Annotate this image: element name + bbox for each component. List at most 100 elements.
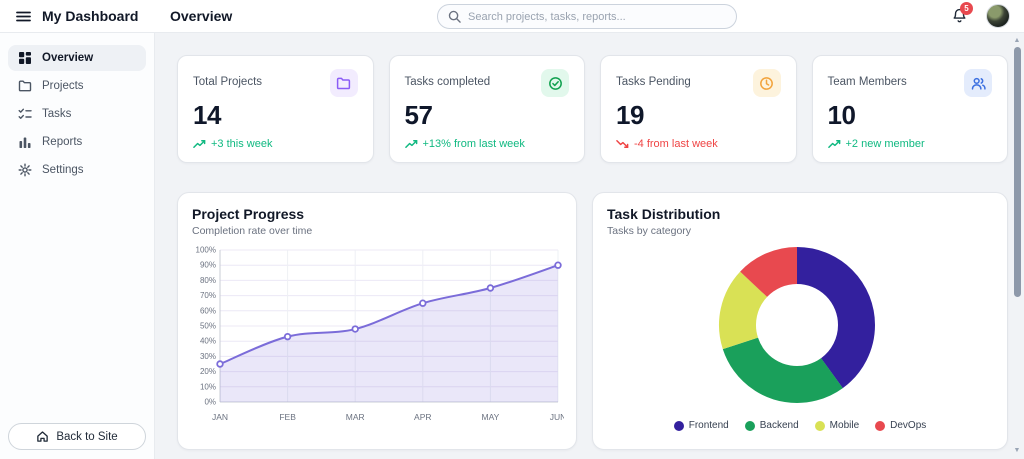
svg-text:JAN: JAN	[212, 412, 228, 422]
donut-chart	[719, 246, 875, 403]
menu-icon[interactable]	[15, 8, 32, 25]
stat-value: 19	[616, 100, 644, 130]
dashboard-grid-icon	[19, 52, 31, 64]
trend-down-icon	[616, 140, 629, 148]
project-progress-card: Project Progress Completion rate over ti…	[177, 192, 577, 450]
svg-text:50%: 50%	[200, 322, 216, 331]
trend-up-icon	[404, 140, 417, 148]
chart-title: Task Distribution	[607, 206, 721, 222]
svg-text:70%: 70%	[200, 291, 216, 300]
sidebar-item-projects[interactable]: Projects	[8, 73, 146, 99]
legend-label: Mobile	[829, 420, 860, 431]
legend-dot	[814, 420, 825, 431]
sidebar-item-overview[interactable]: Overview	[8, 45, 146, 71]
gear-icon	[18, 163, 32, 177]
legend-item-devops: DevOps	[875, 420, 926, 431]
main-content: Total Projects 14 +3 this week Tasks com…	[155, 33, 1024, 459]
trend-up-icon	[827, 140, 840, 148]
stat-label: Tasks completed	[404, 76, 491, 88]
stat-trend-label: +3 this week	[211, 138, 273, 150]
home-icon	[37, 431, 49, 442]
scroll-down-arrow[interactable]: ▼	[1013, 447, 1021, 454]
stat-trend: +2 new member	[827, 138, 993, 150]
stat-trend: +13% from last week	[404, 138, 570, 150]
scroll-up-arrow[interactable]: ▲	[1013, 37, 1021, 44]
svg-text:MAR: MAR	[346, 412, 365, 422]
charts-row: Project Progress Completion rate over ti…	[177, 192, 1008, 450]
stat-value: 57	[404, 100, 433, 130]
stat-trend-label: -4 from last week	[634, 138, 718, 150]
sidebar-item-tasks[interactable]: Tasks	[8, 101, 146, 127]
sidebar: Overview Projects Tasks Reports Settings…	[0, 33, 155, 459]
legend-item-mobile: Mobile	[814, 420, 860, 431]
svg-text:10%: 10%	[200, 382, 216, 391]
stats-row: Total Projects 14 +3 this week Tasks com…	[177, 55, 1008, 163]
back-to-site-label: Back to Site	[56, 430, 118, 443]
bar-chart-icon	[19, 137, 31, 148]
chart-subtitle: Tasks by category	[607, 225, 692, 237]
chart-title: Project Progress	[192, 206, 305, 222]
svg-text:60%: 60%	[200, 306, 216, 315]
stat-value: 10	[827, 100, 856, 130]
legend-dot	[673, 420, 684, 431]
page-title: Overview	[170, 8, 233, 24]
users-icon	[964, 69, 992, 97]
sidebar-item-label: Tasks	[42, 108, 72, 120]
back-to-site-button[interactable]: Back to Site	[8, 423, 146, 450]
stat-card-tasks-completed: Tasks completed 57 +13% from last week	[388, 55, 585, 163]
sidebar-item-label: Reports	[42, 136, 83, 148]
svg-text:80%: 80%	[200, 276, 216, 285]
legend-dot	[875, 420, 886, 431]
line-chart: 0% 10% 20% 30% 40% 50% 60% 70% 80% 90% 100% JAN FEB M…	[196, 246, 567, 423]
svg-text:100%: 100%	[196, 246, 216, 255]
sidebar-item-label: Overview	[42, 52, 94, 64]
sidebar-item-reports[interactable]: Reports	[8, 129, 146, 155]
legend-label: Frontend	[688, 420, 729, 431]
svg-text:30%: 30%	[200, 352, 216, 361]
stat-trend-label: +13% from last week	[422, 138, 525, 150]
folder-icon	[18, 80, 32, 92]
svg-text:40%: 40%	[200, 337, 216, 346]
app-title: My Dashboard	[42, 8, 139, 24]
stat-value: 14	[193, 100, 221, 130]
scrollbar-thumb[interactable]	[1014, 47, 1021, 297]
sidebar-item-label: Settings	[42, 164, 84, 176]
stat-trend: +3 this week	[193, 138, 358, 150]
legend-dot	[744, 420, 755, 431]
search-icon	[448, 10, 461, 23]
scrollbar: ▲ ▼	[1011, 33, 1024, 459]
clock-icon	[752, 69, 781, 97]
stat-label: Tasks Pending	[616, 76, 691, 88]
search-bar	[437, 4, 737, 29]
check-circle-icon	[541, 69, 569, 97]
checklist-icon	[18, 108, 32, 119]
svg-text:APR: APR	[414, 412, 431, 422]
legend-label: DevOps	[890, 420, 927, 431]
user-avatar[interactable]	[986, 4, 1010, 28]
stat-card-total-projects: Total Projects 14 +3 this week	[177, 55, 374, 163]
svg-text:90%: 90%	[200, 261, 216, 270]
search-input[interactable]	[437, 4, 737, 29]
notification-badge: 5	[960, 2, 973, 15]
stat-card-team-members: Team Members 10 +2 new member	[811, 55, 1008, 163]
svg-text:20%: 20%	[200, 367, 216, 376]
svg-text:0%: 0%	[204, 398, 216, 407]
task-distribution-card: Task Distribution Tasks by category Fron…	[592, 192, 1008, 450]
notifications-button[interactable]: 5	[948, 2, 973, 28]
legend-item-backend: Backend	[744, 420, 799, 431]
sidebar-item-settings[interactable]: Settings	[8, 157, 146, 183]
chart-legend: Frontend Backend Mobile DevOps	[607, 420, 993, 431]
svg-text:FEB: FEB	[279, 412, 296, 422]
sidebar-item-label: Projects	[42, 80, 84, 92]
stat-trend-label: +2 new member	[845, 138, 925, 150]
top-bar: My Dashboard Overview 5	[0, 0, 1024, 33]
svg-text:JUN: JUN	[550, 412, 564, 422]
legend-item-frontend: Frontend	[673, 420, 729, 431]
stat-trend: -4 from last week	[616, 138, 781, 150]
stat-label: Total Projects	[193, 76, 263, 88]
chart-subtitle: Completion rate over time	[192, 225, 313, 237]
stat-label: Team Members	[827, 76, 907, 88]
trend-up-icon	[193, 140, 206, 148]
folder-icon	[329, 69, 358, 97]
svg-text:MAY: MAY	[482, 412, 500, 422]
